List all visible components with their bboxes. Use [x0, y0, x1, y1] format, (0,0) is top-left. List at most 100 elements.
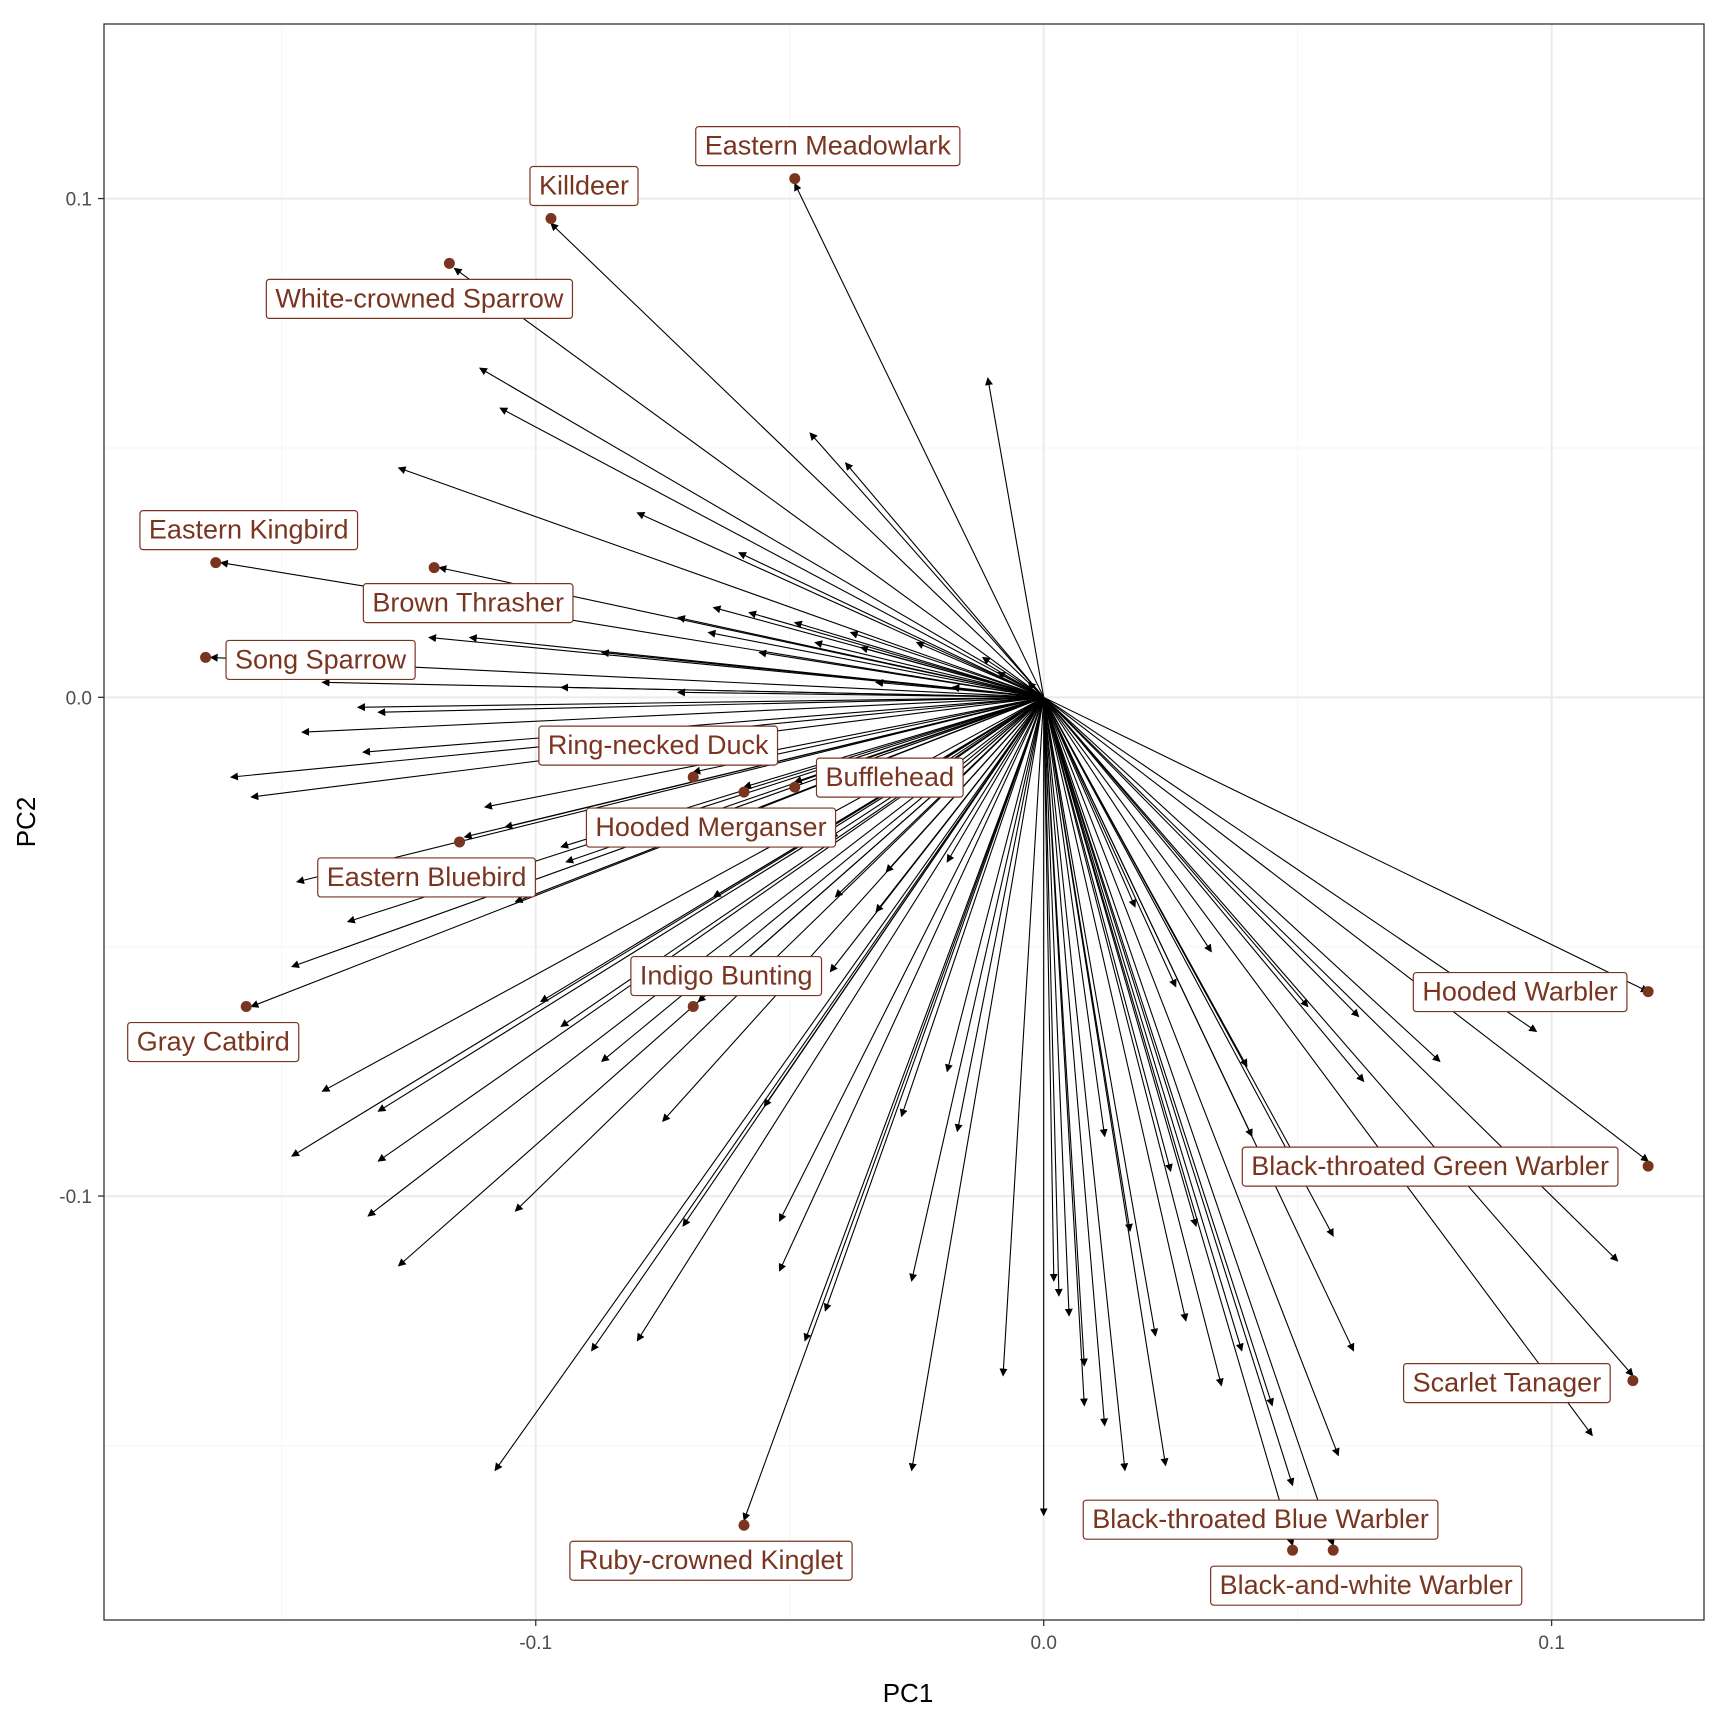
- loading-arrow: [844, 462, 1045, 698]
- label-box: [1082, 1499, 1439, 1540]
- loading-arrow: [985, 377, 1045, 698]
- point-label: Black-and-white Warbler: [1210, 1565, 1523, 1606]
- loading-arrow: [682, 697, 1045, 1227]
- loading-arrow: [1043, 697, 1177, 988]
- score-point: [200, 651, 212, 663]
- loading-arrow: [954, 697, 1045, 1133]
- loading-arrow: [981, 656, 1044, 698]
- loading-arrow: [1043, 697, 1274, 1407]
- loading-arrow: [1043, 697, 1224, 1387]
- loading-arrow: [377, 696, 1044, 717]
- loading-arrow: [1043, 697, 1063, 1297]
- label-box: [225, 639, 416, 681]
- label-text: Black-throated Green Warbler: [1251, 1151, 1609, 1181]
- loading-arrow: [676, 615, 1044, 698]
- loading-arrow: [1043, 697, 1299, 1163]
- point-labels: Eastern Meadowlark Killdeer White-crowned …: [127, 126, 1628, 1606]
- loading-arrow: [1043, 696, 1309, 1008]
- loading-arrow: [823, 697, 1045, 1312]
- loading-arrow: [1043, 697, 1058, 1282]
- loading-arrow: [1043, 697, 1340, 1457]
- loading-arrow: [946, 697, 1045, 863]
- loading-arrow: [778, 697, 1045, 1272]
- loading-arrow: [803, 697, 1045, 1342]
- loading-arrow: [1043, 697, 1295, 1547]
- loading-arrow: [1043, 697, 1295, 1487]
- score-point: [240, 1001, 252, 1013]
- loading-arrow: [601, 696, 1045, 1063]
- score-point: [789, 173, 801, 185]
- loading-arrow: [1043, 697, 1136, 908]
- loading-arrow: [636, 512, 1044, 698]
- y-axis-title: PC2: [11, 797, 41, 848]
- score-point: [443, 257, 455, 269]
- point-label: Killdeer: [529, 165, 639, 207]
- score-point: [738, 1519, 750, 1531]
- loading-arrow: [453, 267, 1045, 698]
- loading-arrow: [1027, 681, 1045, 698]
- score-point: [1642, 986, 1654, 998]
- loading-arrow: [514, 696, 1044, 904]
- label-text: Black-and-white Warbler: [1220, 1570, 1513, 1600]
- loading-arrow: [1043, 697, 1108, 1138]
- loading-arrow: [738, 552, 1044, 698]
- point-label: Ring-necked Duck: [538, 725, 779, 766]
- loading-arrow: [1043, 697, 1212, 953]
- loading-arrow: [875, 678, 1044, 698]
- loading-arrow: [779, 697, 1045, 1222]
- score-point: [738, 786, 750, 798]
- loading-arrow: [1043, 697, 1159, 1337]
- x-axis-title: PC1: [883, 1678, 934, 1708]
- label-text: Ring-necked Duck: [548, 730, 769, 760]
- label-text: Black-throated Blue Warbler: [1092, 1504, 1429, 1534]
- loading-arrow: [1043, 697, 1189, 1322]
- label-box: [815, 757, 964, 798]
- loading-arrow: [899, 697, 1045, 1118]
- point-label: Eastern Kingbird: [139, 510, 359, 551]
- loading-arrow: [560, 683, 1044, 698]
- label-text: Eastern Bluebird: [327, 862, 527, 892]
- point-label: Hooded Warbler: [1412, 971, 1628, 1013]
- point-label: Eastern Meadowlark: [695, 126, 961, 167]
- label-text: Song Sparrow: [235, 644, 407, 674]
- loading-arrow: [793, 620, 1044, 698]
- loading-arrow: [676, 688, 1044, 698]
- loading-arrow: [479, 367, 1044, 698]
- loading-arrow: [1043, 697, 1334, 1237]
- label-text: Eastern Kingbird: [149, 515, 349, 545]
- loading-arrow: [997, 671, 1044, 698]
- loading-arrow: [1043, 696, 1593, 1437]
- loading-arrow: [550, 222, 1045, 698]
- loading-arrow: [999, 697, 1045, 1377]
- loading-arrow: [1043, 696, 1360, 1018]
- loading-arrow: [1043, 696, 1365, 1083]
- label-text: Eastern Meadowlark: [705, 131, 952, 161]
- loading-arrow: [849, 630, 1044, 698]
- loading-arrow: [908, 697, 1045, 1472]
- loading-arrow: [1043, 697, 1355, 1352]
- loading-arrow: [219, 559, 1044, 698]
- point-label: Hooded Merganser: [585, 807, 837, 848]
- label-box: [630, 955, 823, 997]
- loading-arrow: [499, 407, 1044, 698]
- score-point: [454, 836, 466, 848]
- loading-arrow: [1043, 697, 1335, 1547]
- label-box: [127, 1021, 300, 1063]
- loading-arrow: [859, 645, 1044, 698]
- loading-arrow: [494, 696, 1045, 1472]
- label-box: [317, 857, 536, 898]
- loading-arrow: [301, 696, 1044, 736]
- loading-arrow: [1043, 696, 1634, 1377]
- point-label: White-crowned Sparrow: [265, 278, 574, 319]
- label-box: [538, 725, 779, 766]
- label-text: Scarlet Tanager: [1413, 1368, 1602, 1398]
- label-box: [1402, 1362, 1611, 1404]
- loading-arrow: [1043, 696, 1649, 1162]
- label-box: [1412, 971, 1628, 1013]
- loading-arrow: [1043, 697, 1169, 1467]
- label-box: [139, 510, 359, 551]
- label-text: Gray Catbird: [137, 1027, 290, 1057]
- y-axis-ticks: -0.1 0.0 0.1: [59, 190, 104, 1208]
- label-text: Bufflehead: [825, 762, 954, 792]
- score-point: [687, 771, 699, 783]
